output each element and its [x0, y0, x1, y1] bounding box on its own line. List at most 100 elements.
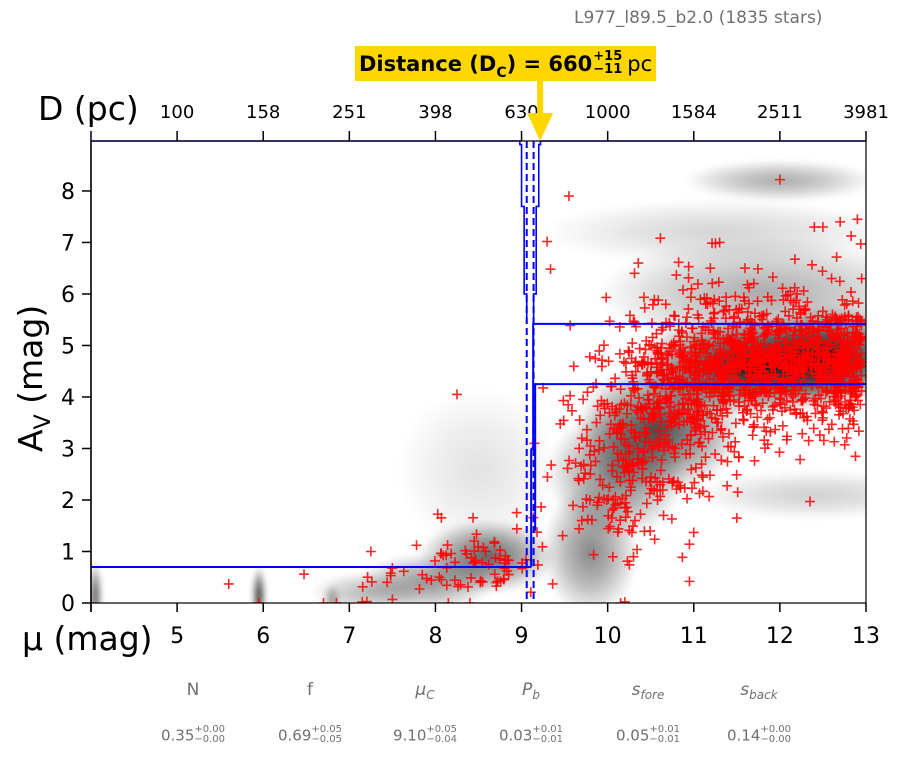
star-marker: [708, 308, 719, 319]
param-median: 0.14: [726, 726, 761, 745]
x-tick-label: 7: [342, 624, 356, 649]
star-marker: [639, 427, 650, 438]
star-marker: [777, 361, 788, 372]
star-marker: [660, 383, 671, 394]
star-marker: [710, 413, 721, 424]
star-marker: [749, 356, 760, 367]
star-marker: [831, 365, 842, 376]
star-marker: [546, 460, 557, 471]
star-marker: [620, 358, 631, 369]
star-marker: [503, 569, 514, 580]
star-marker: [582, 514, 593, 525]
star-marker: [797, 428, 808, 439]
star-marker: [792, 288, 803, 299]
star-marker: [499, 563, 510, 574]
star-marker: [630, 357, 641, 368]
star-marker: [436, 574, 447, 585]
star-marker: [807, 349, 818, 360]
star-marker: [677, 398, 688, 409]
param-symbol: s: [631, 680, 641, 700]
star-marker: [835, 335, 846, 346]
star-marker: [796, 329, 807, 340]
star-marker: [721, 403, 732, 414]
star-marker: [638, 292, 649, 303]
star-marker: [840, 384, 851, 395]
star-marker: [750, 399, 761, 410]
star-marker: [698, 346, 709, 357]
star-marker: [608, 441, 619, 452]
star-marker: [809, 222, 820, 233]
star-marker: [357, 581, 368, 592]
star-marker: [791, 409, 802, 420]
star-marker: [804, 323, 815, 334]
star-marker: [704, 491, 715, 502]
top-tick-label: 158: [246, 102, 280, 123]
star-marker: [689, 347, 700, 358]
upper-envelope-left: [91, 140, 528, 324]
star-marker: [774, 447, 785, 458]
star-marker: [626, 390, 636, 401]
param-name: Pb: [476, 680, 586, 702]
param-symbol: P: [522, 680, 533, 700]
y-tick-label: 3: [61, 437, 75, 462]
star-marker: [846, 230, 857, 241]
star-marker: [654, 398, 665, 409]
star-marker: [656, 343, 667, 354]
star-marker: [725, 441, 736, 452]
top-axis-label: D (pc): [38, 89, 139, 128]
star-marker: [757, 354, 768, 365]
star-marker: [365, 546, 376, 557]
star-marker: [627, 457, 638, 468]
star-marker: [718, 396, 729, 407]
param-uncertainty: +0.00 −0.00: [194, 725, 225, 745]
param-uncertainty: +0.05 −0.05: [311, 725, 342, 745]
star-marker: [749, 332, 760, 343]
star-marker: [718, 431, 729, 442]
star-marker: [734, 317, 745, 328]
star-marker: [834, 276, 845, 287]
param-minus: −0.01: [649, 734, 681, 745]
param-minus: −0.05: [311, 734, 343, 745]
star-marker: [764, 343, 774, 354]
top-tick-label: 1000: [585, 102, 631, 123]
star-marker: [777, 283, 788, 294]
star-marker: [605, 521, 616, 532]
star-marker: [684, 539, 695, 550]
star-marker: [568, 361, 579, 372]
star-marker: [839, 329, 850, 340]
star-marker: [683, 272, 694, 283]
distance-plus: +15: [593, 48, 623, 64]
star-marker: [542, 236, 553, 247]
star-marker: [692, 419, 703, 430]
star-marker: [833, 317, 844, 328]
param-value: 0.14 +0.00 −0.00: [704, 724, 814, 746]
param-plus: +0.00: [760, 724, 792, 735]
star-marker: [852, 329, 863, 340]
param-uncertainty: +0.01 −0.01: [649, 725, 680, 745]
star-marker: [685, 292, 696, 303]
star-marker: [565, 390, 576, 401]
star-marker: [655, 233, 666, 244]
star-marker: [700, 299, 711, 310]
star-marker: [774, 174, 785, 185]
star-marker: [617, 422, 628, 433]
star-marker: [725, 346, 736, 357]
star-marker: [614, 348, 625, 359]
star-marker: [845, 348, 856, 359]
star-marker: [667, 441, 678, 452]
star-marker: [785, 346, 796, 357]
star-marker: [672, 409, 683, 420]
star-marker: [450, 557, 461, 568]
star-marker: [722, 480, 733, 491]
star-marker: [618, 356, 629, 367]
star-marker: [441, 580, 452, 591]
star-marker: [469, 546, 480, 557]
star-marker: [729, 335, 740, 346]
star-marker: [835, 216, 846, 227]
star-marker: [678, 284, 689, 295]
star-marker: [565, 320, 576, 331]
star-marker: [671, 484, 682, 495]
star-marker: [732, 487, 743, 498]
star-marker: [708, 357, 719, 368]
